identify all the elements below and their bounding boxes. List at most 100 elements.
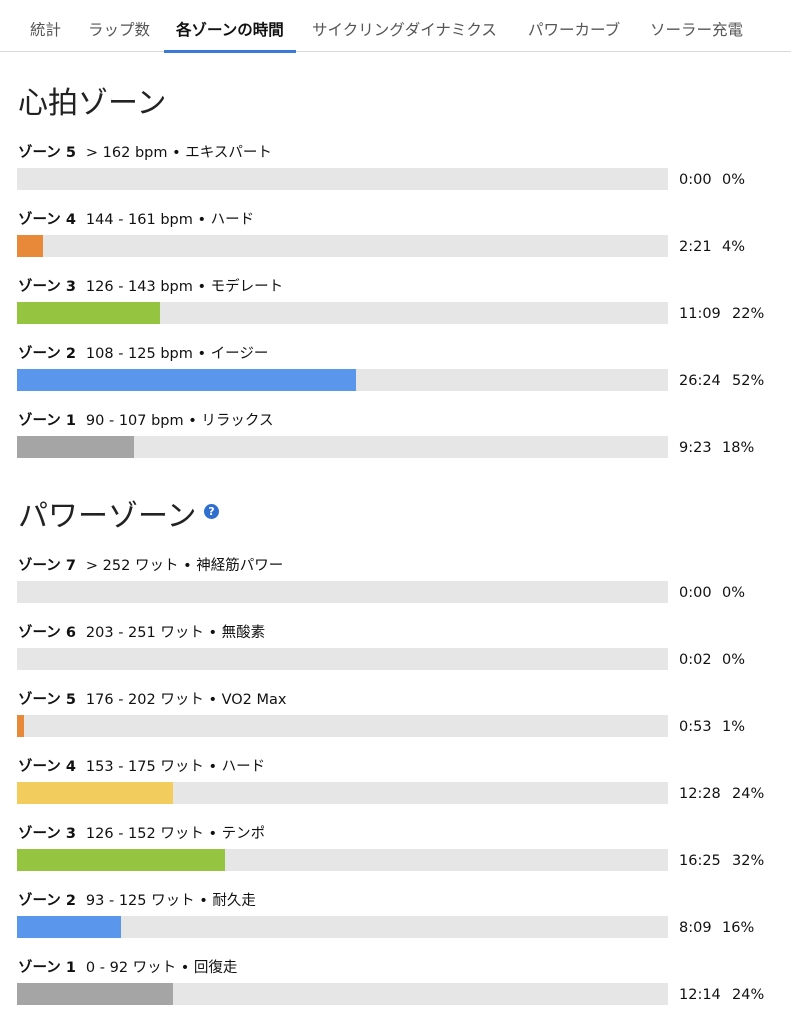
zone-name: ゾーン 1	[18, 413, 76, 429]
zone-bar-fill	[17, 369, 356, 391]
zone-name: ゾーン 3	[18, 279, 76, 295]
zone-name: ゾーン 5	[18, 145, 76, 161]
zone-label: ゾーン 7 > 252 ワット • 神経筋パワー	[18, 556, 283, 576]
zone-percent: 18%	[722, 440, 755, 456]
zone-time: 0:53	[679, 719, 712, 735]
zone-name: ゾーン 2	[18, 346, 76, 362]
zone-label: ゾーン 5 > 162 bpm • エキスパート	[18, 143, 272, 163]
page-bottom	[0, 1010, 791, 1024]
heart-rate-zone-row: ゾーン 5 > 162 bpm • エキスパート 0:00 0%	[0, 143, 791, 203]
zone-bar-fill	[17, 715, 24, 737]
zone-label: ゾーン 6 203 - 251 ワット • 無酸素	[18, 623, 265, 643]
zone-percent: 0%	[722, 652, 746, 668]
zone-label: ゾーン 4 153 - 175 ワット • ハード	[18, 757, 265, 777]
zone-bar-track	[17, 782, 668, 804]
heart-rate-zone-row: ゾーン 2 108 - 125 bpm • イージー 26:24 52%	[0, 344, 791, 404]
zone-bar-track	[17, 168, 668, 190]
zone-bar-fill	[17, 302, 160, 324]
tab-laps[interactable]: ラップ数	[88, 21, 151, 39]
zone-label: ゾーン 1 90 - 107 bpm • リラックス	[18, 411, 273, 431]
zone-bar-track	[17, 581, 668, 603]
zone-bar-track	[17, 916, 668, 938]
zone-percent: 0%	[722, 585, 746, 601]
zone-name: ゾーン 5	[18, 692, 76, 708]
heart-rate-zone-row: ゾーン 4 144 - 161 bpm • ハード 2:21 4%	[0, 210, 791, 270]
zone-name: ゾーン 4	[18, 212, 76, 228]
zone-percent: 22%	[732, 306, 765, 322]
zone-range: 203 - 251 ワット • 無酸素	[85, 625, 266, 641]
tab-solar-charging[interactable]: ソーラー充電	[650, 21, 744, 39]
zone-range: 126 - 143 bpm • モデレート	[85, 279, 284, 295]
zone-time: 9:23	[679, 440, 712, 456]
zone-bar-fill	[17, 983, 173, 1005]
power-zone-row: ゾーン 4 153 - 175 ワット • ハード 12:28 24%	[0, 757, 791, 817]
tab-stats[interactable]: 統計	[30, 21, 62, 39]
power-zone-row: ゾーン 1 0 - 92 ワット • 回復走 12:14 24%	[0, 958, 791, 1018]
heart-rate-zones-title: 心拍ゾーン	[18, 86, 167, 121]
zone-percent: 24%	[732, 987, 765, 1003]
zone-range: 93 - 125 ワット • 耐久走	[85, 893, 256, 909]
zone-bar-fill	[17, 916, 121, 938]
zone-name: ゾーン 6	[18, 625, 76, 641]
heart-rate-zone-row: ゾーン 3 126 - 143 bpm • モデレート 11:09 22%	[0, 277, 791, 337]
zone-name: ゾーン 3	[18, 826, 76, 842]
heart-rate-zone-row: ゾーン 1 90 - 107 bpm • リラックス 9:23 18%	[0, 411, 791, 471]
tab-power-curve[interactable]: パワーカーブ	[528, 21, 621, 39]
zone-bar-fill	[17, 235, 43, 257]
zone-percent: 52%	[732, 373, 765, 389]
zone-range: 126 - 152 ワット • テンポ	[85, 826, 266, 842]
zone-bar-track	[17, 302, 668, 324]
power-zones-title: パワーゾーン	[18, 499, 197, 534]
zone-percent: 1%	[722, 719, 746, 735]
zone-range: 108 - 125 bpm • イージー	[85, 346, 269, 362]
zone-name: ゾーン 2	[18, 893, 76, 909]
zone-name: ゾーン 7	[18, 558, 76, 574]
power-zone-row: ゾーン 3 126 - 152 ワット • テンポ 16:25 32%	[0, 824, 791, 884]
power-zone-row: ゾーン 7 > 252 ワット • 神経筋パワー 0:00 0%	[0, 556, 791, 616]
zone-range: 0 - 92 ワット • 回復走	[85, 960, 238, 976]
zone-time: 12:14	[679, 987, 721, 1003]
zone-range: 144 - 161 bpm • ハード	[85, 212, 255, 228]
zone-bar-track	[17, 369, 668, 391]
zone-range: 153 - 175 ワット • ハード	[85, 759, 266, 775]
zone-label: ゾーン 2 93 - 125 ワット • 耐久走	[18, 891, 256, 911]
zone-bar-track	[17, 849, 668, 871]
zone-bar-fill	[17, 782, 173, 804]
zone-percent: 4%	[722, 239, 746, 255]
power-zone-row: ゾーン 5 176 - 202 ワット • VO2 Max 0:53 1%	[0, 690, 791, 750]
zone-name: ゾーン 4	[18, 759, 76, 775]
zone-bar-fill	[17, 436, 134, 458]
zone-range: 90 - 107 bpm • リラックス	[85, 413, 274, 429]
zone-range: 176 - 202 ワット • VO2 Max	[85, 692, 287, 708]
zone-label: ゾーン 3 126 - 143 bpm • モデレート	[18, 277, 283, 297]
zone-percent: 16%	[722, 920, 755, 936]
zone-time: 0:00	[679, 172, 712, 188]
zone-label: ゾーン 4 144 - 161 bpm • ハード	[18, 210, 254, 230]
zone-bar-track	[17, 648, 668, 670]
power-zone-row: ゾーン 6 203 - 251 ワット • 無酸素 0:02 0%	[0, 623, 791, 683]
zone-range: > 252 ワット • 神経筋パワー	[85, 558, 284, 574]
zone-percent: 0%	[722, 172, 746, 188]
zone-bar-track	[17, 715, 668, 737]
zone-time: 11:09	[679, 306, 721, 322]
zone-time: 8:09	[679, 920, 712, 936]
zone-bar-track	[17, 983, 668, 1005]
power-zone-row: ゾーン 2 93 - 125 ワット • 耐久走 8:09 16%	[0, 891, 791, 951]
zone-label: ゾーン 3 126 - 152 ワット • テンポ	[18, 824, 265, 844]
zone-name: ゾーン 1	[18, 960, 76, 976]
zone-percent: 32%	[732, 853, 765, 869]
zone-label: ゾーン 2 108 - 125 bpm • イージー	[18, 344, 268, 364]
tab-bar: 統計 ラップ数 各ゾーンの時間 サイクリングダイナミクス パワーカーブ ソーラー…	[0, 0, 791, 53]
zone-range: > 162 bpm • エキスパート	[85, 145, 272, 161]
zone-time: 16:25	[679, 853, 721, 869]
question-icon[interactable]: ?	[204, 504, 219, 519]
tab-cycling-dynamics[interactable]: サイクリングダイナミクス	[312, 21, 497, 39]
tab-time-in-zones[interactable]: 各ゾーンの時間	[164, 0, 296, 53]
zone-time: 0:02	[679, 652, 712, 668]
zone-label: ゾーン 5 176 - 202 ワット • VO2 Max	[18, 690, 287, 710]
zone-bar-track	[17, 436, 668, 458]
zone-percent: 24%	[732, 786, 765, 802]
zone-time: 2:21	[679, 239, 712, 255]
zone-bar-fill	[17, 849, 225, 871]
zone-label: ゾーン 1 0 - 92 ワット • 回復走	[18, 958, 237, 978]
